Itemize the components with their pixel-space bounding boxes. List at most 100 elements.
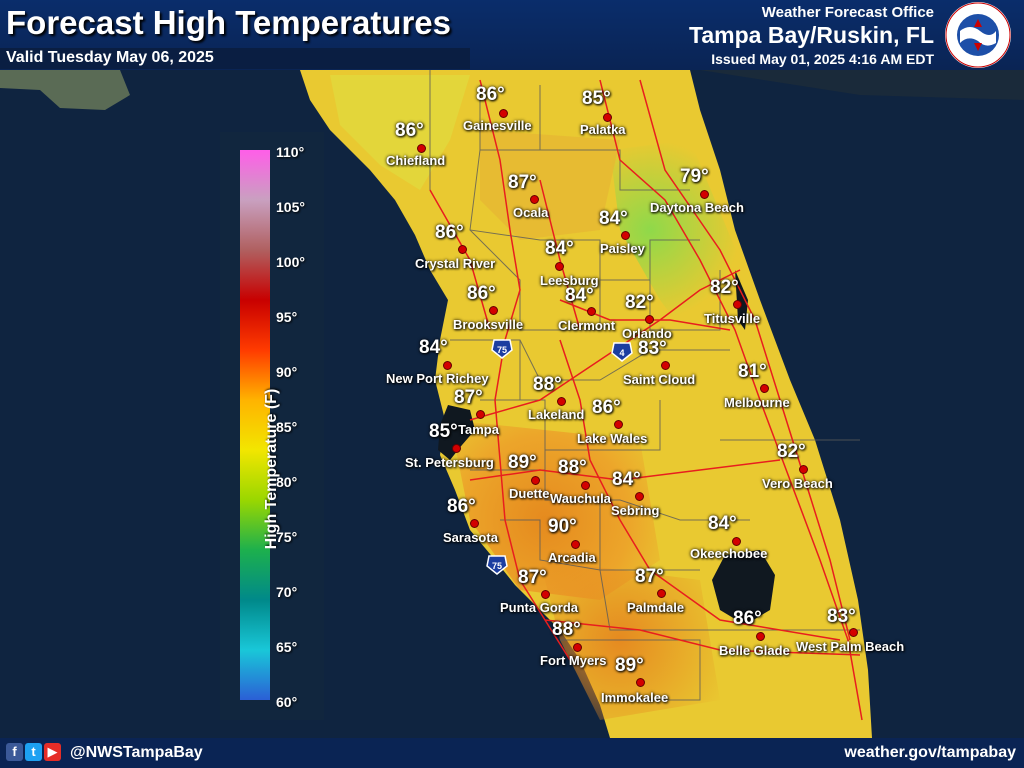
- city-temp: 84°: [545, 238, 574, 259]
- city-name: Titusville: [704, 311, 761, 326]
- city-temp: 85°: [582, 88, 611, 109]
- highway-label: 4: [619, 348, 624, 358]
- highway-shield-i4: [611, 342, 633, 362]
- city-temp: 89°: [615, 655, 644, 676]
- city-name: Paisley: [600, 241, 645, 256]
- legend-tick: 75°: [276, 529, 298, 545]
- city-temp: 84°: [565, 285, 594, 306]
- city-name: Melbourne: [724, 395, 790, 410]
- facebook-icon[interactable]: f: [6, 743, 23, 761]
- city-temp: 82°: [777, 441, 806, 462]
- city-temp: 88°: [552, 619, 581, 640]
- legend-tick: 85°: [276, 419, 298, 435]
- city-dot: [541, 590, 550, 599]
- twitter-icon[interactable]: t: [25, 743, 42, 761]
- city-temp: 88°: [533, 374, 562, 395]
- city-dot: [603, 113, 612, 122]
- website-link[interactable]: weather.gov/tampabay: [844, 744, 1016, 761]
- city-name: Palatka: [580, 122, 626, 137]
- office-name: Tampa Bay/Ruskin, FL: [689, 22, 934, 48]
- city-temp: 84°: [419, 337, 448, 358]
- social-icons: f t ▶: [6, 743, 61, 761]
- legend-tick: 60°: [276, 694, 298, 710]
- valid-date-bar: Valid Tuesday May 06, 2025: [0, 48, 470, 69]
- city-temp: 84°: [612, 469, 641, 490]
- city-dot: [635, 492, 644, 501]
- city-name: Crystal River: [415, 256, 496, 271]
- city-name: Lakeland: [528, 407, 585, 422]
- city-dot: [530, 195, 539, 204]
- valid-date: Valid Tuesday May 06, 2025: [6, 49, 214, 66]
- legend-tick: 100°: [276, 254, 305, 270]
- city-name: Immokalee: [601, 690, 669, 705]
- city-temp: 83°: [827, 606, 856, 627]
- city-name: Chiefland: [386, 153, 446, 168]
- city-dot: [621, 231, 630, 240]
- city-name: St. Petersburg: [405, 455, 494, 470]
- city-dot: [732, 537, 741, 546]
- youtube-icon[interactable]: ▶: [44, 743, 61, 761]
- city-temp: 83°: [638, 338, 667, 359]
- city-temp: 81°: [738, 361, 767, 382]
- twitter-handle[interactable]: @NWSTampaBay: [70, 744, 203, 761]
- city-name: Tampa: [458, 422, 499, 437]
- city-dot: [499, 109, 508, 118]
- city-dot: [700, 190, 709, 199]
- nws-logo: [945, 2, 1011, 68]
- city-name: Orlando: [622, 326, 672, 341]
- city-dot: [581, 481, 590, 490]
- legend-tick: 65°: [276, 639, 298, 655]
- city-temp: 87°: [454, 387, 483, 408]
- city-temp: 86°: [476, 84, 505, 105]
- legend-tick: 105°: [276, 199, 305, 215]
- city-name: Leesburg: [540, 273, 599, 288]
- city-name: Sarasota: [443, 530, 498, 545]
- city-temp: 88°: [558, 457, 587, 478]
- city-temp: 86°: [447, 496, 476, 517]
- city-dot: [756, 632, 765, 641]
- header-bar: Forecast High Temperatures Valid Tuesday…: [0, 0, 1024, 70]
- highway-label: 75: [492, 561, 502, 571]
- city-dot: [555, 262, 564, 271]
- city-temp: 84°: [708, 513, 737, 534]
- city-name: Duette: [509, 486, 550, 501]
- city-name: Belle Glade: [719, 643, 790, 658]
- city-dot: [614, 420, 623, 429]
- city-name: Gainesville: [463, 118, 532, 133]
- legend-tick: 70°: [276, 584, 298, 600]
- city-name: Saint Cloud: [623, 372, 696, 387]
- city-dot: [489, 306, 498, 315]
- city-dot: [571, 540, 580, 549]
- city-name: Vero Beach: [762, 476, 833, 491]
- legend-tick: 95°: [276, 309, 298, 325]
- city-dot: [458, 245, 467, 254]
- city-temp: 85°: [429, 421, 458, 442]
- city-dot: [661, 361, 670, 370]
- city-temp: 84°: [599, 208, 628, 229]
- city-dot: [417, 144, 426, 153]
- city-name: West Palm Beach: [796, 639, 905, 654]
- city-name: Ocala: [513, 205, 549, 220]
- city-dot: [452, 444, 461, 453]
- city-name: Palmdale: [627, 600, 685, 615]
- city-dot: [470, 519, 479, 528]
- city-temp: 87°: [518, 567, 547, 588]
- city-name: Daytona Beach: [650, 200, 744, 215]
- city-temp: 82°: [710, 277, 739, 298]
- city-dot: [573, 643, 582, 652]
- city-name: Okeechobee: [690, 546, 768, 561]
- lake-okeechobee: [712, 550, 775, 625]
- city-dot: [531, 476, 540, 485]
- office-label: Weather Forecast Office: [761, 4, 934, 21]
- city-dot: [733, 300, 742, 309]
- city-temp: 86°: [435, 222, 464, 243]
- city-name: Lake Wales: [577, 431, 648, 446]
- city-dot: [799, 465, 808, 474]
- city-temp: 86°: [733, 608, 762, 629]
- highway-shield-i75-north: [491, 339, 513, 359]
- highway-shield-i75-south: [486, 555, 508, 575]
- color-legend: High Temperature (F) 110° 105° 100° 95° …: [220, 132, 324, 720]
- legend-title: High Temperature (F): [263, 388, 280, 550]
- issued-time: Issued May 01, 2025 4:16 AM EDT: [711, 51, 934, 67]
